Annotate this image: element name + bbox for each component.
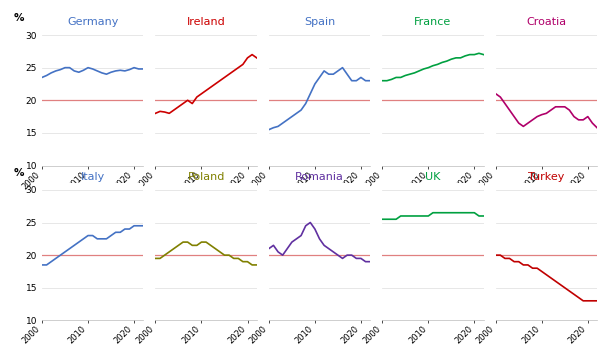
Text: Ireland: Ireland <box>187 17 226 27</box>
Text: Germany: Germany <box>67 17 118 27</box>
Text: Italy: Italy <box>80 172 105 182</box>
Text: %: % <box>14 168 24 178</box>
Text: Croatia: Croatia <box>526 17 566 27</box>
Text: Spain: Spain <box>304 17 335 27</box>
Text: Romania: Romania <box>295 172 344 182</box>
Text: %: % <box>14 13 24 23</box>
Text: France: France <box>415 17 452 27</box>
Text: Turkey: Turkey <box>528 172 565 182</box>
Text: UK: UK <box>425 172 440 182</box>
Text: Poland: Poland <box>187 172 225 182</box>
